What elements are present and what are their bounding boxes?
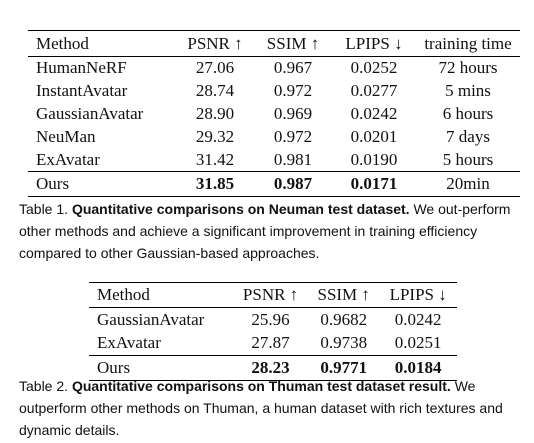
header-method: Method — [97, 285, 150, 304]
cell-lpips: 0.0277 — [350, 81, 398, 100]
cell-psnr: 25.96 — [251, 309, 290, 329]
cell-ssim: 0.981 — [273, 149, 313, 169]
cell-ssim: 0.9771 — [320, 358, 368, 377]
cell-ssim: 0.967 — [273, 58, 313, 78]
cell-ssim: 0.972 — [273, 81, 313, 100]
cell-psnr: 28.23 — [251, 358, 290, 377]
cell-method: ExAvatar — [36, 149, 100, 169]
header-lpips: LPIPS ↓ — [345, 33, 403, 53]
cell-psnr: 27.06 — [195, 58, 235, 78]
table-row: InstantAvatar 28.74 0.972 0.0277 5 mins — [28, 80, 520, 103]
cell-method: HumanNeRF — [36, 58, 127, 78]
cell-training-time: 72 hours — [438, 58, 498, 78]
cell-lpips: 0.0201 — [350, 127, 398, 146]
cell-training-time: 5 mins — [445, 81, 491, 100]
caption-text: We out-perform other methods and achieve… — [19, 201, 511, 261]
table-2-caption: Table 2. Quantitative comparisons on Thu… — [19, 375, 524, 441]
cell-method: GaussianAvatar — [36, 104, 144, 123]
cell-ssim: 0.9738 — [320, 333, 368, 353]
table-row: GaussianAvatar 28.90 0.969 0.0242 6 hour… — [28, 103, 520, 126]
cell-psnr: 28.74 — [195, 81, 235, 100]
cell-lpips: 0.0190 — [350, 149, 398, 169]
cell-training-time: 5 hours — [442, 149, 494, 169]
caption-title: Quantitative comparisons on Neuman test … — [71, 201, 410, 217]
header-psnr: PSNR ↑ — [242, 285, 299, 304]
table-row: HumanNeRF 27.06 0.967 0.0252 72 hours — [28, 57, 520, 80]
caption-label: Table 1. — [19, 201, 69, 217]
cell-lpips: 0.0171 — [350, 174, 398, 193]
cell-training-time: 20min — [446, 174, 490, 193]
header-ssim: SSIM ↑ — [266, 33, 320, 53]
cell-lpips: 0.0242 — [394, 309, 442, 329]
cell-psnr: 31.85 — [195, 174, 235, 193]
cell-method: InstantAvatar — [36, 81, 128, 100]
header-training-time: training time — [424, 33, 512, 53]
cell-psnr: 28.90 — [195, 104, 235, 123]
cell-ssim: 0.9682 — [320, 309, 368, 329]
cell-method: NeuMan — [36, 127, 96, 146]
caption-title: Quantitative comparisons on Thuman test … — [71, 378, 451, 394]
cell-ssim: 0.969 — [273, 104, 313, 123]
cell-method: ExAvatar — [97, 333, 161, 353]
cell-method: GaussianAvatar — [97, 309, 205, 329]
caption-text: We outperform other methods on Thuman, a… — [19, 378, 503, 438]
table-1: Method PSNR ↑ SSIM ↑ LPIPS ↓ training ti… — [28, 30, 520, 197]
header-psnr: PSNR ↑ — [187, 33, 243, 53]
cell-lpips: 0.0184 — [394, 358, 442, 377]
cell-lpips: 0.0242 — [350, 104, 398, 123]
table-row: ExAvatar 27.87 0.9738 0.0251 — [89, 332, 457, 356]
header-method: Method — [36, 33, 89, 53]
caption-label: Table 2. — [19, 378, 69, 394]
cell-psnr: 29.32 — [195, 127, 235, 146]
table-2-header-row: Method PSNR ↑ SSIM ↑ LPIPS ↓ — [89, 282, 457, 308]
cell-method: Ours — [97, 358, 131, 377]
header-lpips: LPIPS ↓ — [389, 285, 447, 304]
table-row: NeuMan 29.32 0.972 0.0201 7 days — [28, 126, 520, 149]
cell-ssim: 0.987 — [273, 174, 313, 193]
table-2: Method PSNR ↑ SSIM ↑ LPIPS ↓ GaussianAva… — [89, 282, 457, 381]
table-row: ExAvatar 31.42 0.981 0.0190 5 hours — [28, 149, 520, 172]
header-ssim: SSIM ↑ — [317, 285, 370, 304]
cell-psnr: 31.42 — [195, 149, 235, 169]
table-1-caption: Table 1. Quantitative comparisons on Neu… — [19, 198, 524, 264]
table-row-ours: Ours 28.23 0.9771 0.0184 — [89, 355, 457, 381]
cell-lpips: 0.0252 — [350, 58, 398, 78]
cell-lpips: 0.0251 — [394, 333, 442, 353]
cell-method: Ours — [36, 174, 70, 193]
cell-training-time: 7 days — [446, 127, 490, 146]
cell-psnr: 27.87 — [251, 333, 290, 353]
cell-training-time: 6 hours — [442, 104, 494, 123]
table-row-ours: Ours 31.85 0.987 0.0171 20min — [28, 171, 520, 197]
cell-ssim: 0.972 — [273, 127, 313, 146]
table-1-header-row: Method PSNR ↑ SSIM ↑ LPIPS ↓ training ti… — [28, 30, 520, 57]
table-row: GaussianAvatar 25.96 0.9682 0.0242 — [89, 308, 457, 332]
